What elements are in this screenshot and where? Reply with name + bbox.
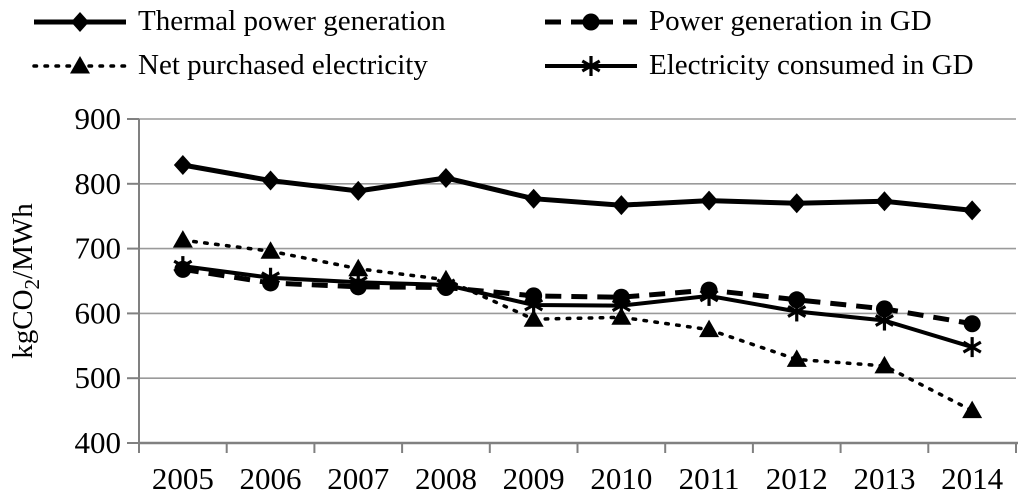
svg-text:2010: 2010 bbox=[590, 461, 652, 496]
svg-text:2008: 2008 bbox=[415, 461, 477, 496]
legend-label: Electricity consumed in GD bbox=[649, 48, 974, 81]
svg-text:700: 700 bbox=[75, 231, 122, 266]
svg-text:2006: 2006 bbox=[240, 461, 302, 496]
legend-label: Power generation in GD bbox=[649, 4, 932, 37]
svg-text:2011: 2011 bbox=[679, 461, 740, 496]
thermal-line-sample-icon bbox=[34, 12, 126, 32]
svg-text:600: 600 bbox=[75, 295, 122, 330]
legend-item-power-generation-gd: Power generation in GD bbox=[543, 2, 932, 42]
dotted-triangle-line-sample-icon bbox=[32, 56, 128, 74]
asterisk-line-sample-icon bbox=[545, 56, 637, 76]
svg-text:400: 400 bbox=[75, 425, 122, 460]
chart-legend: Thermal power generation Power generatio… bbox=[0, 0, 1024, 95]
svg-text:500: 500 bbox=[75, 360, 122, 395]
svg-text:900: 900 bbox=[75, 101, 122, 136]
svg-text:2007: 2007 bbox=[327, 461, 389, 496]
svg-text:2012: 2012 bbox=[766, 461, 828, 496]
dashed-circle-line-sample-icon bbox=[545, 13, 637, 31]
svg-text:2014: 2014 bbox=[941, 461, 1004, 496]
svg-text:kgCO2/MWh: kgCO2/MWh bbox=[7, 203, 44, 359]
legend-item-net-purchased-electricity: Net purchased electricity bbox=[32, 46, 428, 86]
svg-text:2009: 2009 bbox=[503, 461, 565, 496]
legend-item-electricity-consumed-gd: Electricity consumed in GD bbox=[543, 46, 974, 86]
legend-label: Thermal power generation bbox=[138, 4, 446, 37]
svg-text:2013: 2013 bbox=[853, 461, 915, 496]
svg-text:800: 800 bbox=[75, 166, 122, 201]
legend-item-thermal-power-generation: Thermal power generation bbox=[32, 2, 446, 42]
svg-text:2005: 2005 bbox=[152, 461, 214, 496]
legend-label: Net purchased electricity bbox=[138, 48, 428, 81]
